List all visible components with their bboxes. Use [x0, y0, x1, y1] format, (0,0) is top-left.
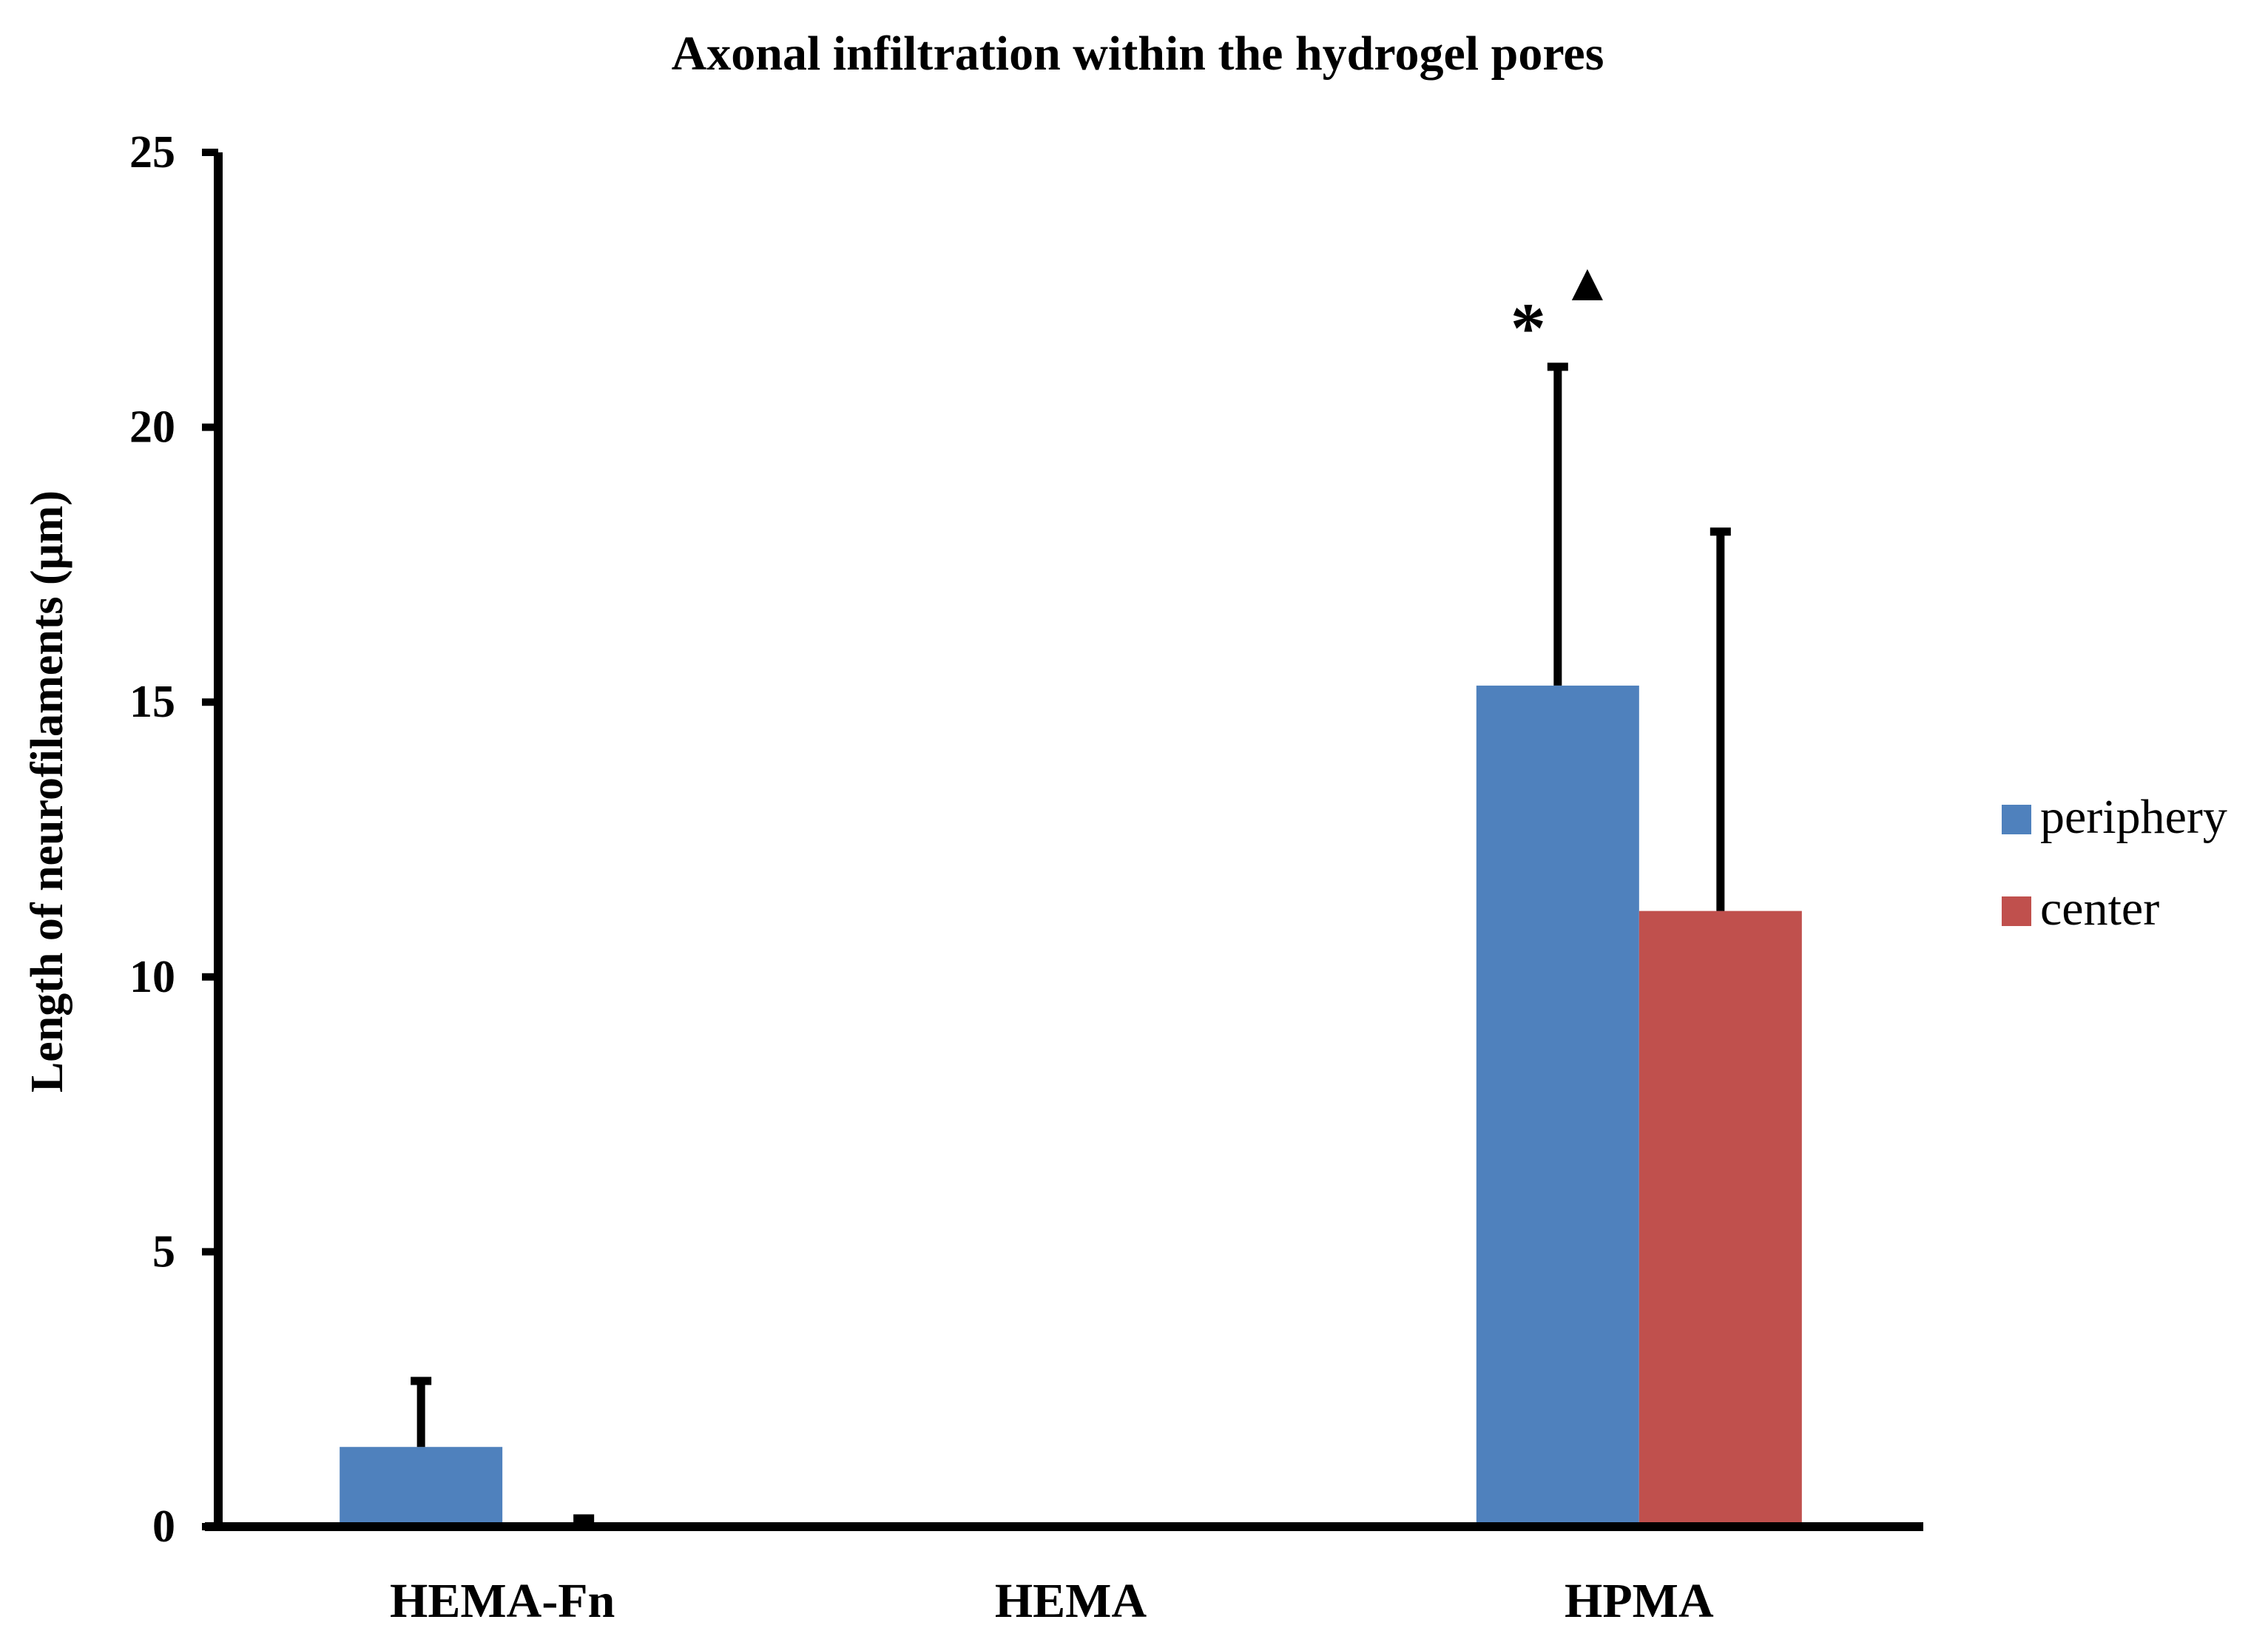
- bar-periphery-hpma: [1476, 685, 1639, 1527]
- legend-swatch: [2002, 896, 2031, 926]
- annotations-group: *▲: [1511, 253, 1614, 368]
- x-category-label: HPMA: [1565, 1574, 1714, 1628]
- y-tick-label: 5: [152, 1226, 175, 1277]
- significance-triangle: ▲: [1561, 253, 1613, 312]
- x-category-label: HEMA-Fn: [390, 1574, 615, 1628]
- y-tick-label: 0: [152, 1502, 175, 1552]
- error-bar-periphery-hpma: [1547, 362, 1568, 686]
- y-tick-label: 20: [129, 402, 175, 453]
- bars-group: [340, 685, 1802, 1527]
- y-axis-label: Length of neurofilaments (μm): [22, 490, 72, 1092]
- error-bar-center-hpma: [1710, 527, 1731, 911]
- legend-label: periphery: [2040, 790, 2227, 844]
- y-tick-label: 10: [129, 952, 175, 1002]
- legend-label: center: [2040, 882, 2159, 936]
- y-tick-label: 25: [129, 127, 175, 178]
- significance-asterisk: *: [1511, 288, 1546, 368]
- legend: periphery center: [2002, 790, 2227, 936]
- legend-swatch: [2002, 805, 2031, 834]
- y-tick-label: 15: [129, 677, 175, 727]
- bar-center-hpma: [1638, 911, 1802, 1527]
- y-ticks-group: 0 5 10 15 20 25: [129, 127, 218, 1552]
- bar-periphery-hema-fn: [340, 1447, 503, 1527]
- legend-entry-center: center: [2002, 882, 2159, 936]
- category-labels-group: HEMA-Fn HEMA HPMA: [390, 1574, 1714, 1628]
- legend-entry-periphery: periphery: [2002, 790, 2227, 844]
- x-category-label: HEMA: [995, 1574, 1147, 1628]
- chart-title: Axonal infiltration within the hydrogel …: [672, 27, 1604, 81]
- error-bar-periphery-hema-fn: [411, 1377, 432, 1448]
- axes-group: [205, 152, 1923, 1531]
